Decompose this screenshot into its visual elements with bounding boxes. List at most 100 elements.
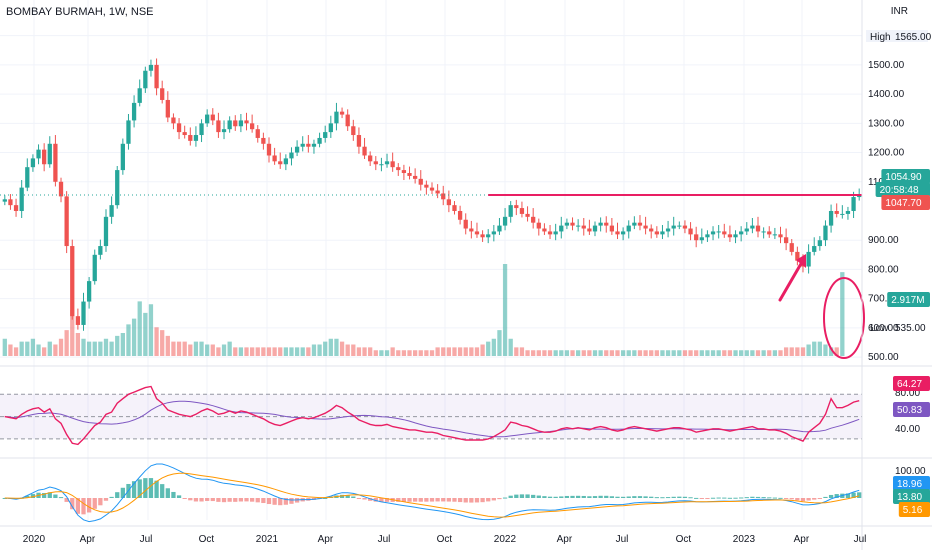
rsi-ma-badge: 50.83 (897, 405, 922, 416)
volume-bar (705, 350, 710, 356)
candle-body (86, 281, 92, 302)
candle-body (8, 199, 13, 206)
candle-body (396, 167, 401, 171)
candle-body (576, 225, 581, 227)
macd-histogram-bar (637, 496, 643, 498)
macd-histogram-bar (441, 498, 446, 502)
time-axis-label: Oct (437, 534, 453, 545)
candle-body (710, 231, 716, 235)
candle-body (199, 123, 204, 136)
macd-histogram-bar (508, 495, 513, 498)
volume-bar (19, 341, 24, 356)
candle-body (744, 228, 749, 232)
candle-body (772, 234, 778, 236)
candle-body (289, 152, 294, 159)
countdown-badge: 20:58:48 (880, 185, 919, 196)
volume-bar (441, 347, 446, 356)
macd-histogram-bar (609, 496, 615, 498)
candle-body (311, 143, 317, 147)
price-tick-label: 800.00 (868, 264, 899, 275)
volume-bar (840, 272, 845, 356)
volume-bar (25, 341, 30, 356)
volume-bars (2, 264, 845, 356)
macd-histogram-bar (109, 496, 114, 498)
signal-value-badge: 13.80 (897, 492, 922, 503)
candle-body (210, 114, 215, 121)
volume-bar (396, 350, 401, 356)
volume-bar (373, 350, 378, 356)
candle-body (823, 225, 828, 241)
candle-body (446, 199, 451, 206)
candle-body (351, 126, 356, 136)
candle-body (137, 88, 142, 103)
macd-value-badge: 18.96 (897, 479, 922, 490)
volume-bar (115, 335, 120, 356)
candle-body (266, 143, 272, 156)
candle-body (390, 161, 395, 168)
candle-body (778, 234, 783, 238)
macd-histogram-bar (531, 494, 536, 498)
volume-bar (300, 347, 305, 356)
volume-bar (261, 347, 266, 356)
volume-bar (435, 347, 440, 356)
macd-histogram-bar (677, 496, 682, 498)
candle-body (705, 234, 710, 238)
hist-value-badge: 5.16 (903, 505, 923, 516)
candle-body (131, 102, 137, 121)
candle-body (469, 228, 474, 232)
candle-body (497, 225, 502, 232)
volume-bar (283, 347, 288, 356)
macd-histogram-bar (694, 497, 699, 499)
macd-histogram-bar (480, 498, 485, 503)
candle-body (699, 237, 704, 241)
volume-bar (783, 347, 789, 356)
volume-bar (592, 350, 598, 356)
macd-histogram-bar (457, 498, 463, 503)
volume-bar (665, 350, 671, 356)
chart-title: BOMBAY BURMAH, 1W, NSE (6, 6, 154, 18)
candle-body (654, 231, 659, 235)
price-tick-label: 700.00 (868, 294, 899, 305)
volume-bar (429, 350, 435, 356)
macd-histogram-bar (688, 497, 693, 499)
volume-bar (525, 350, 530, 356)
volume-bar (542, 350, 547, 356)
volume-bar (109, 341, 114, 356)
high-value: 1565.00 (895, 32, 932, 43)
macd-histogram-bar (750, 496, 755, 498)
candle-body (643, 225, 648, 229)
macd-histogram-bar (53, 494, 58, 498)
macd-histogram-bar (497, 498, 502, 500)
macd-histogram-bar (216, 498, 221, 502)
candle-body (2, 199, 7, 202)
candle-body (339, 111, 345, 115)
macd-histogram-bar (92, 498, 97, 509)
volume-bar (581, 350, 586, 356)
candle-body (620, 231, 626, 235)
candle-body (75, 316, 81, 325)
macd-histogram-bar (570, 495, 575, 498)
macd-histogram-bar (148, 478, 154, 498)
volume-bar (576, 350, 581, 356)
volume-bar (70, 310, 75, 356)
macd-histogram-bar (323, 497, 328, 499)
macd-histogram-bar (429, 498, 435, 502)
volume-bar (817, 341, 822, 356)
time-axis-label: 2021 (256, 534, 279, 545)
volume-bar (514, 347, 519, 356)
candle-body (109, 205, 114, 217)
macd-histogram-bar (278, 498, 283, 506)
volume-bar (131, 318, 137, 356)
signal-value-badge-bg (893, 489, 930, 504)
volume-bar (497, 330, 502, 356)
macd-histogram-bar (160, 484, 165, 498)
volume-badge-bg (887, 292, 930, 307)
macd-histogram-bar (81, 498, 86, 515)
macd-histogram-bar (58, 497, 64, 499)
candle-body (536, 222, 541, 229)
candle-body (53, 143, 58, 182)
candle-body (368, 155, 373, 162)
volume-bar (345, 344, 350, 356)
volume-bar (266, 347, 272, 356)
